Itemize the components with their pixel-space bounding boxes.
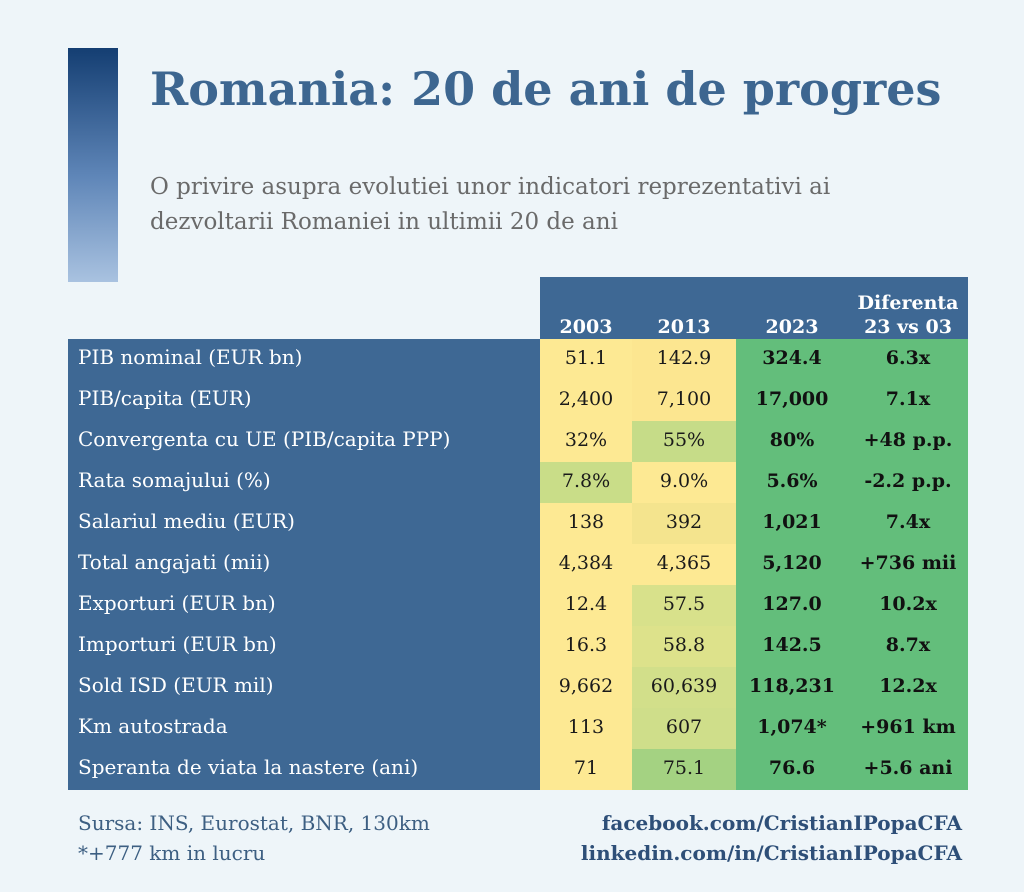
cell-2023: 76.6 (736, 749, 848, 790)
cell-2003: 113 (540, 708, 632, 749)
table-row: Total angajati (mii) 4,384 4,365 5,120 +736 … (68, 544, 968, 585)
table-header-row: 2003 2013 2023 Diferenta 23 vs 03 (68, 277, 968, 339)
cell-diferenta: 10.2x (848, 585, 968, 626)
cell-2003: 7.8% (540, 462, 632, 503)
table-row: Speranta de viata la nastere (ani) 71 75.1… (68, 749, 968, 790)
cell-2023: 80% (736, 421, 848, 462)
cell-2023: 1,021 (736, 503, 848, 544)
cell-2003: 51.1 (540, 339, 632, 380)
cell-2013: 392 (632, 503, 736, 544)
cell-2023: 127.0 (736, 585, 848, 626)
cell-2003: 4,384 (540, 544, 632, 585)
table-row: PIB nominal (EUR bn) 51.1 142.9 324.4 6.3x (68, 339, 968, 380)
table-row: Convergenta cu UE (PIB/capita PPP) 32% 55%… (68, 421, 968, 462)
source-text: Sursa: INS, Eurostat, BNR, 130km (78, 811, 430, 835)
footer-links: facebook.com/CristianIPopaCFA linkedin.c… (581, 808, 962, 868)
row-label: PIB nominal (EUR bn) (68, 339, 540, 380)
cell-2023: 118,231 (736, 667, 848, 708)
cell-2013: 58.8 (632, 626, 736, 667)
table-row: Rata somajului (%) 7.8% 9.0% 5.6% -2.2 p.p. (68, 462, 968, 503)
cell-2013: 607 (632, 708, 736, 749)
cell-2013: 75.1 (632, 749, 736, 790)
table-row: PIB/capita (EUR) 2,400 7,100 17,000 7.1x (68, 380, 968, 421)
cell-2023: 17,000 (736, 380, 848, 421)
cell-diferenta: 12.2x (848, 667, 968, 708)
table-row: Salariul mediu (EUR) 138 392 1,021 7.4x (68, 503, 968, 544)
column-header-2023: 2023 (736, 277, 848, 339)
cell-diferenta: 7.1x (848, 380, 968, 421)
cell-diferenta: +48 p.p. (848, 421, 968, 462)
column-header-2013: 2013 (632, 277, 736, 339)
cell-diferenta: 7.4x (848, 503, 968, 544)
linkedin-link[interactable]: linkedin.com/in/CristianIPopaCFA (580, 841, 962, 865)
page-subtitle: O privire asupra evolutiei unor indicato… (150, 174, 831, 235)
accent-bar (68, 48, 118, 282)
row-label: Sold ISD (EUR mil) (68, 667, 540, 708)
row-label: Total angajati (mii) (68, 544, 540, 585)
cell-2003: 12.4 (540, 585, 632, 626)
row-label: Rata somajului (%) (68, 462, 540, 503)
cell-2013: 9.0% (632, 462, 736, 503)
cell-2003: 16.3 (540, 626, 632, 667)
footer-source: Sursa: INS, Eurostat, BNR, 130km *+777 k… (78, 808, 430, 868)
cell-2023: 142.5 (736, 626, 848, 667)
cell-2003: 32% (540, 421, 632, 462)
cell-diferenta: -2.2 p.p. (848, 462, 968, 503)
cell-2003: 138 (540, 503, 632, 544)
row-label: Km autostrada (68, 708, 540, 749)
header-blank-cell (68, 277, 540, 339)
cell-2003: 9,662 (540, 667, 632, 708)
cell-diferenta: +961 km (848, 708, 968, 749)
table-row: Exporturi (EUR bn) 12.4 57.5 127.0 10.2x (68, 585, 968, 626)
row-label: Speranta de viata la nastere (ani) (68, 749, 540, 790)
column-header-diferenta: Diferenta 23 vs 03 (848, 277, 968, 339)
indicators-table: 2003 2013 2023 Diferenta 23 vs 03 PIB nom… (68, 277, 968, 790)
cell-2013: 4,365 (632, 544, 736, 585)
table-body: PIB nominal (EUR bn) 51.1 142.9 324.4 6.3x PI… (68, 339, 968, 790)
cell-2023: 1,074* (736, 708, 848, 749)
cell-2023: 324.4 (736, 339, 848, 380)
cell-diferenta: +5.6 ani (848, 749, 968, 790)
cell-2023: 5,120 (736, 544, 848, 585)
page-title: Romania: 20 de ani de progres (150, 62, 942, 116)
cell-2013: 60,639 (632, 667, 736, 708)
table-row: Sold ISD (EUR mil) 9,662 60,639 118,231 12.2… (68, 667, 968, 708)
cell-2013: 57.5 (632, 585, 736, 626)
row-label: Importuri (EUR bn) (68, 626, 540, 667)
cell-diferenta: 6.3x (848, 339, 968, 380)
row-label: PIB/capita (EUR) (68, 380, 540, 421)
row-label: Salariul mediu (EUR) (68, 503, 540, 544)
cell-2023: 5.6% (736, 462, 848, 503)
cell-2003: 2,400 (540, 380, 632, 421)
cell-2013: 142.9 (632, 339, 736, 380)
cell-2003: 71 (540, 749, 632, 790)
table-row: Km autostrada 113 607 1,074* +961 km (68, 708, 968, 749)
cell-diferenta: 8.7x (848, 626, 968, 667)
row-label: Exporturi (EUR bn) (68, 585, 540, 626)
column-header-2003: 2003 (540, 277, 632, 339)
facebook-link[interactable]: facebook.com/CristianIPopaCFA (601, 811, 962, 835)
footnote-text: *+777 km in lucru (78, 841, 266, 865)
cell-2013: 7,100 (632, 380, 736, 421)
cell-2013: 55% (632, 421, 736, 462)
table-row: Importuri (EUR bn) 16.3 58.8 142.5 8.7x (68, 626, 968, 667)
cell-diferenta: +736 mii (848, 544, 968, 585)
row-label: Convergenta cu UE (PIB/capita PPP) (68, 421, 540, 462)
